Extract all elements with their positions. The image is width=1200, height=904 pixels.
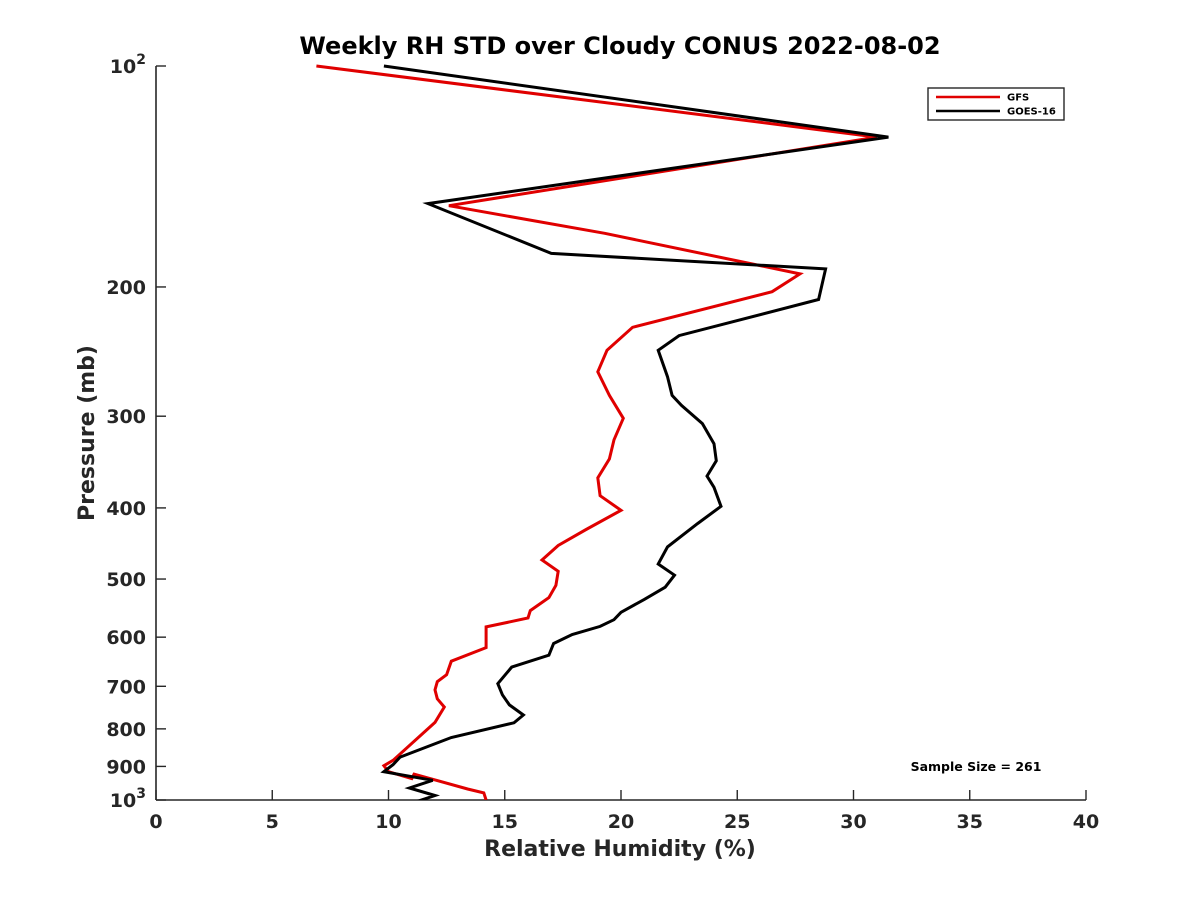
y-tick-label: 900 <box>106 756 146 778</box>
x-tick-label: 15 <box>492 811 518 833</box>
series-line-goes-16 <box>380 64 889 800</box>
x-tick-label: 10 <box>375 811 401 833</box>
x-axis-label: Relative Humidity (%) <box>484 837 756 862</box>
legend: GFS GOES-16 <box>927 87 1065 121</box>
y-tick-label: 200 <box>106 277 146 299</box>
x-tick-label: 35 <box>957 811 983 833</box>
chart-title: Weekly RH STD over Cloudy CONUS 2022-08-… <box>299 32 940 60</box>
y-tick-label: 102 <box>110 52 146 78</box>
x-tick-label: 40 <box>1073 811 1099 833</box>
x-tick-label: 0 <box>149 811 162 833</box>
y-tick-label: 600 <box>106 627 146 649</box>
legend-label-goes-16: GOES-16 <box>1007 107 1056 118</box>
legend-label-gfs: GFS <box>1007 93 1029 104</box>
y-tick-label: 800 <box>106 719 146 741</box>
sample-size-annotation: Sample Size = 261 <box>911 759 1042 774</box>
legend-box <box>927 87 1065 121</box>
y-tick-label: 500 <box>106 569 146 591</box>
series-line-gfs <box>316 64 878 800</box>
axes: 0 5 10 15 20 25 30 35 40 102 200 300 400 500 600 700 800… <box>106 52 1099 833</box>
y-axis-label: Pressure (mb) <box>75 345 100 521</box>
x-tick-label: 25 <box>724 811 750 833</box>
y-tick-label: 400 <box>106 498 146 520</box>
x-tick-label: 30 <box>840 811 866 833</box>
x-tick-label: 5 <box>266 811 279 833</box>
y-tick-label: 700 <box>106 676 146 698</box>
y-tick-label: 300 <box>106 406 146 428</box>
y-tick-label: 103 <box>110 786 146 812</box>
series-layer <box>316 64 889 800</box>
x-tick-label: 20 <box>608 811 634 833</box>
